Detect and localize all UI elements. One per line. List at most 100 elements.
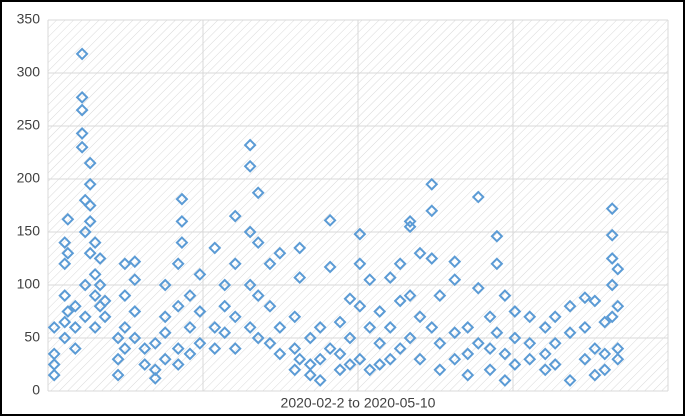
point bbox=[471, 190, 485, 204]
y-tick-label: 50 bbox=[24, 329, 40, 345]
point bbox=[323, 342, 337, 356]
point bbox=[578, 320, 592, 334]
point bbox=[288, 310, 302, 324]
point bbox=[373, 358, 387, 371]
point bbox=[138, 342, 152, 356]
point bbox=[175, 214, 189, 228]
point bbox=[88, 289, 102, 303]
point bbox=[228, 257, 242, 271]
point bbox=[293, 271, 307, 284]
point bbox=[251, 236, 265, 250]
point bbox=[508, 305, 522, 318]
point bbox=[333, 347, 347, 361]
point bbox=[273, 347, 287, 361]
y-tick-label: 100 bbox=[17, 276, 41, 292]
point bbox=[61, 305, 75, 318]
point bbox=[171, 299, 185, 313]
point bbox=[498, 289, 512, 303]
point bbox=[228, 342, 242, 356]
point bbox=[538, 320, 552, 334]
point bbox=[175, 236, 189, 250]
point bbox=[288, 342, 302, 356]
point bbox=[413, 352, 427, 366]
point bbox=[448, 255, 462, 269]
point bbox=[548, 358, 562, 371]
point bbox=[251, 186, 265, 200]
point bbox=[75, 140, 89, 154]
point bbox=[383, 320, 397, 334]
point bbox=[118, 289, 132, 303]
point bbox=[68, 320, 82, 334]
point bbox=[598, 363, 612, 377]
point bbox=[538, 363, 552, 377]
point bbox=[263, 336, 277, 350]
point bbox=[490, 326, 504, 340]
point bbox=[148, 363, 162, 377]
point bbox=[111, 331, 125, 345]
point bbox=[611, 299, 625, 313]
point bbox=[58, 331, 72, 345]
point bbox=[490, 257, 504, 271]
point bbox=[523, 352, 537, 366]
point bbox=[251, 289, 265, 303]
point bbox=[461, 320, 475, 334]
point bbox=[425, 204, 439, 218]
point bbox=[523, 336, 537, 350]
point bbox=[78, 225, 92, 239]
point bbox=[128, 331, 142, 345]
point bbox=[148, 371, 162, 385]
point bbox=[605, 228, 619, 242]
point bbox=[158, 326, 172, 340]
point bbox=[75, 90, 89, 104]
point bbox=[75, 47, 89, 61]
point bbox=[78, 278, 92, 292]
point bbox=[353, 257, 367, 271]
point bbox=[58, 315, 72, 329]
point bbox=[433, 336, 447, 350]
point bbox=[611, 352, 625, 366]
point bbox=[353, 352, 367, 366]
point bbox=[171, 342, 185, 356]
point bbox=[228, 209, 242, 223]
point bbox=[483, 342, 497, 356]
point bbox=[373, 305, 387, 318]
point bbox=[461, 368, 475, 382]
point bbox=[498, 347, 512, 361]
point bbox=[75, 127, 89, 140]
point bbox=[243, 138, 257, 152]
point bbox=[47, 358, 61, 371]
point bbox=[578, 291, 592, 305]
point bbox=[93, 278, 107, 292]
point bbox=[83, 214, 97, 228]
point bbox=[128, 305, 142, 318]
point bbox=[263, 299, 277, 313]
point bbox=[343, 358, 357, 371]
point bbox=[303, 331, 317, 345]
point bbox=[383, 271, 397, 284]
point bbox=[605, 310, 619, 324]
point bbox=[273, 246, 287, 260]
point bbox=[523, 310, 537, 324]
point bbox=[88, 236, 102, 250]
x-axis-label: 2020-02-2 to 2020-05-10 bbox=[281, 395, 436, 411]
point bbox=[403, 331, 417, 345]
point bbox=[403, 214, 417, 228]
point bbox=[448, 273, 462, 287]
point bbox=[83, 246, 97, 260]
point bbox=[413, 310, 427, 324]
point bbox=[68, 342, 82, 356]
point bbox=[605, 252, 619, 265]
point bbox=[578, 352, 592, 366]
point bbox=[598, 315, 612, 329]
point bbox=[393, 342, 407, 356]
point bbox=[448, 326, 462, 340]
point bbox=[47, 368, 61, 382]
point bbox=[98, 294, 112, 308]
point bbox=[218, 326, 232, 340]
point bbox=[193, 305, 207, 318]
point bbox=[158, 352, 172, 366]
point bbox=[461, 347, 475, 361]
point bbox=[563, 299, 577, 313]
point bbox=[433, 363, 447, 377]
point bbox=[373, 336, 387, 350]
